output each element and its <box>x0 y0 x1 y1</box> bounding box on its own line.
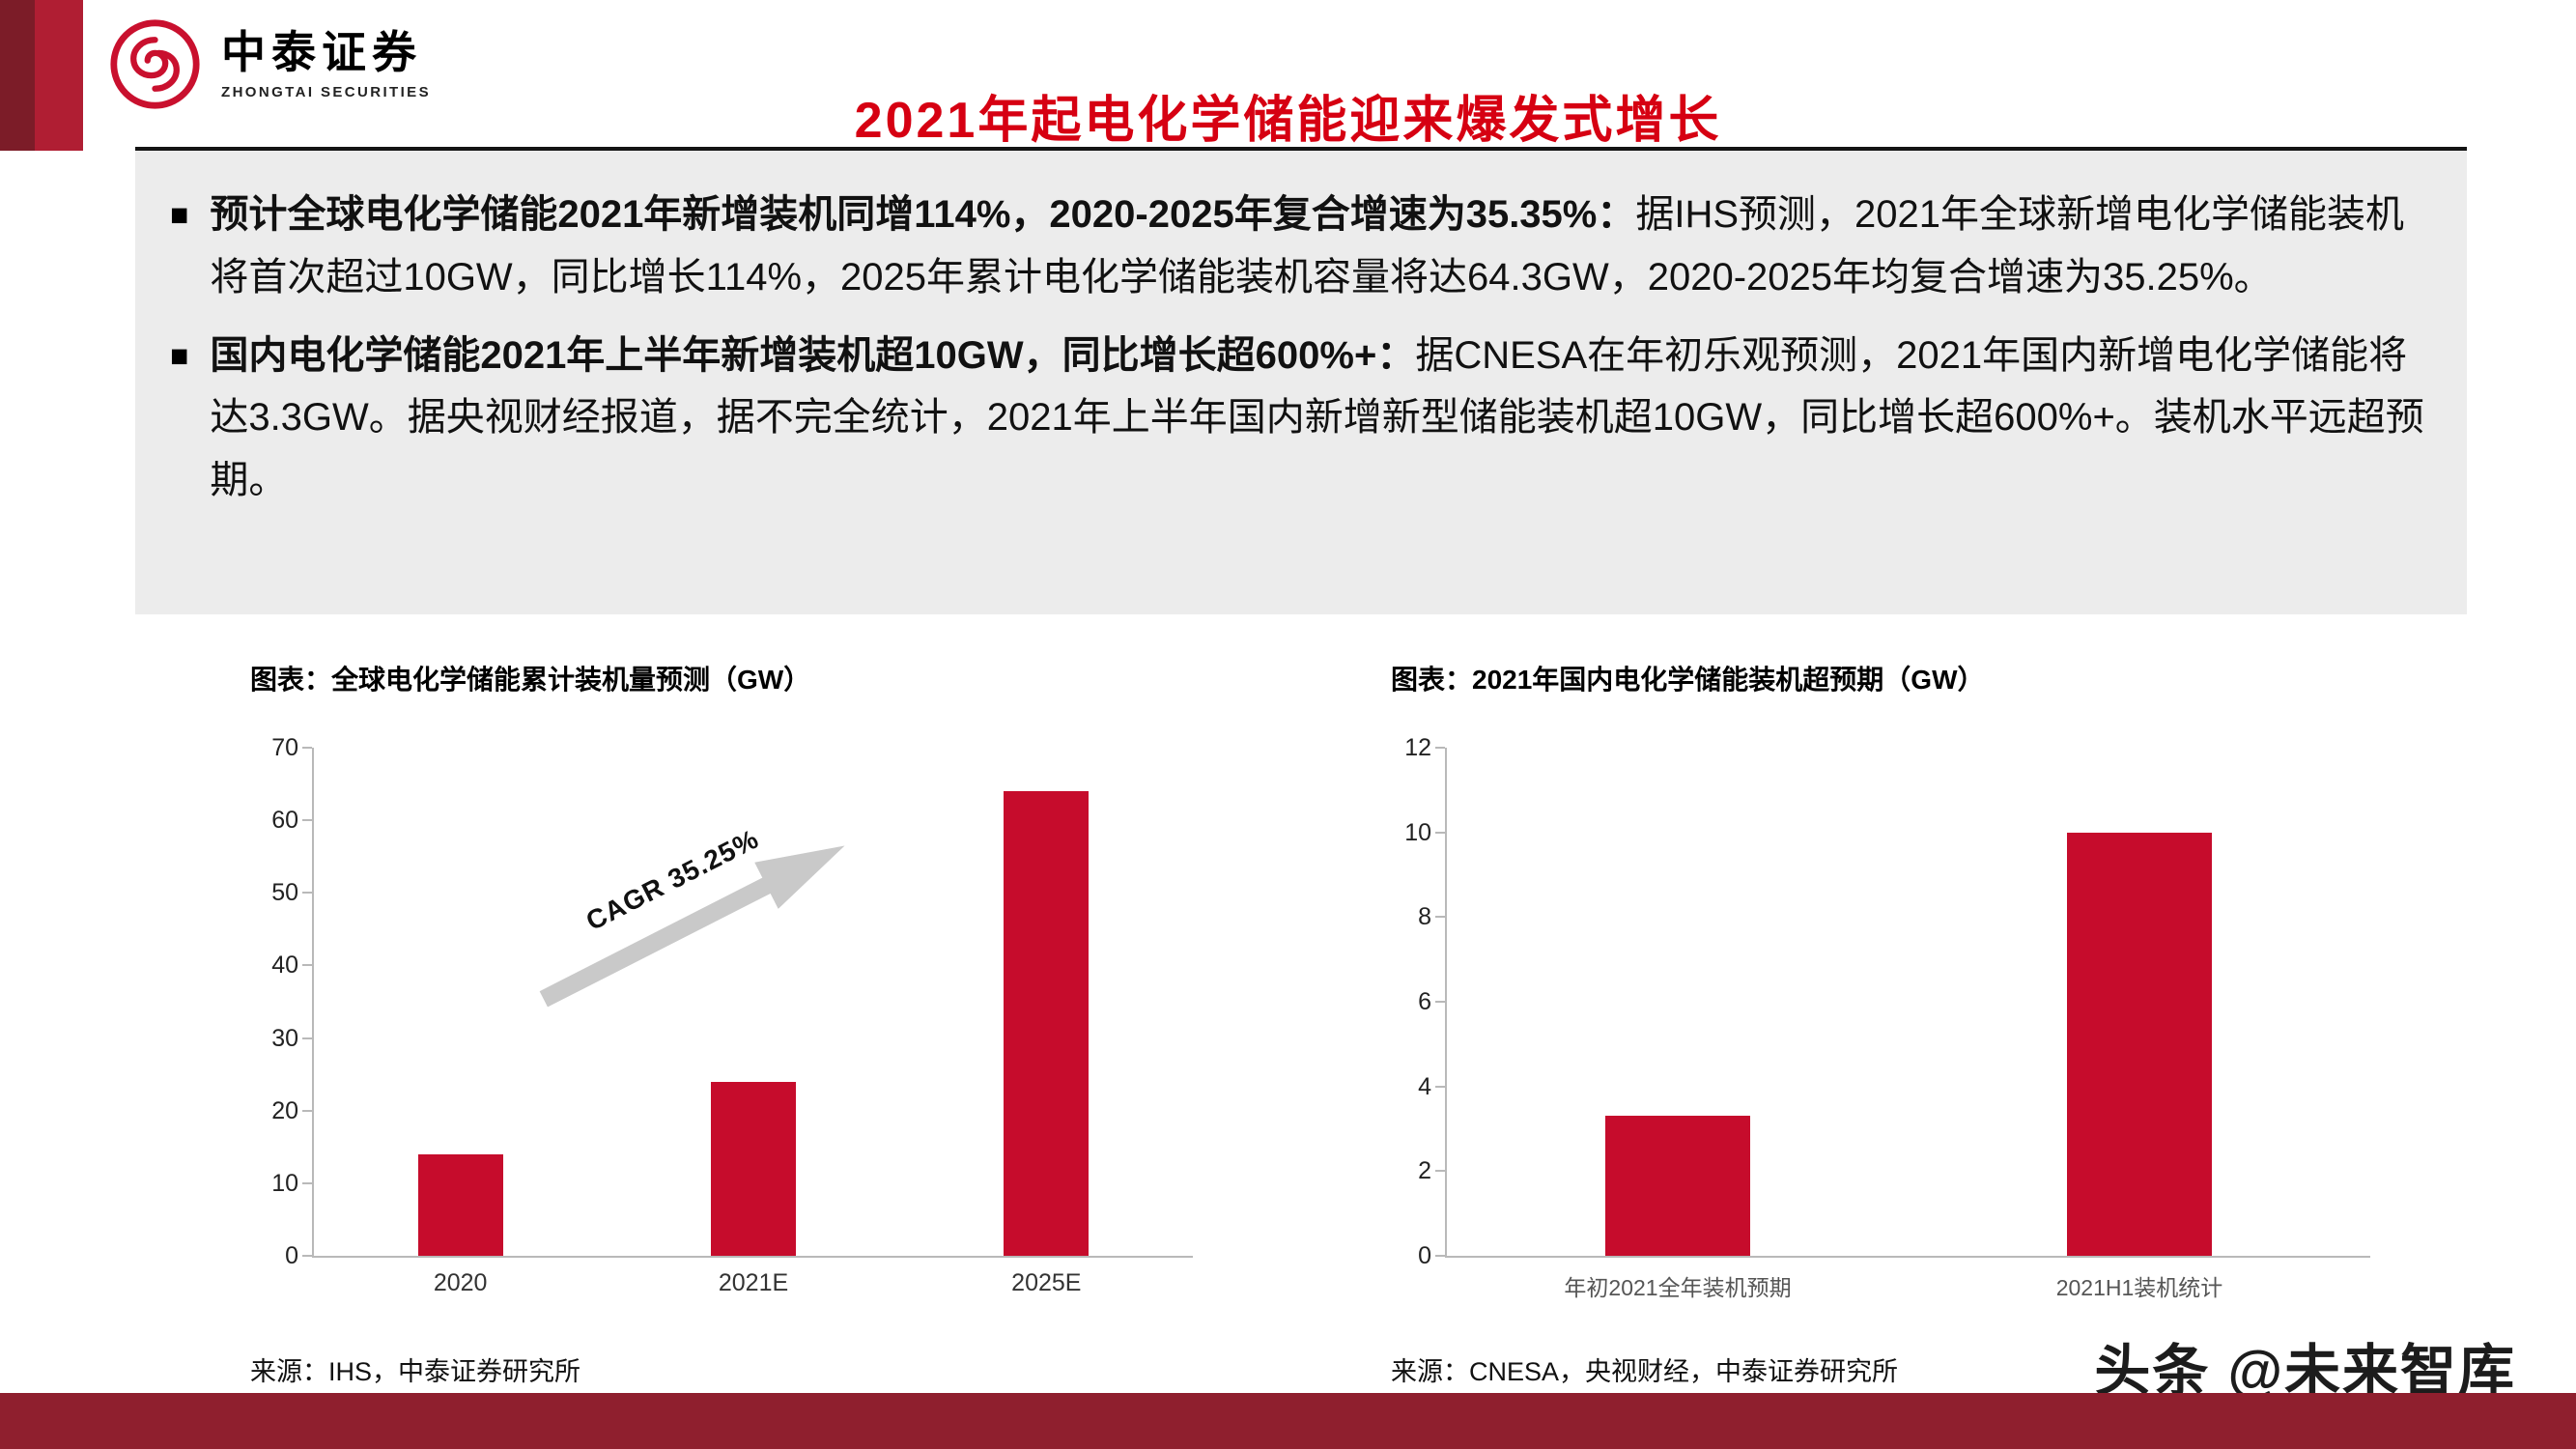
y-axis-tick-label: 70 <box>271 734 298 761</box>
corner-accent-block <box>0 0 83 151</box>
y-axis-tick-mark <box>1435 1085 1445 1088</box>
chart-source: 来源：IHS，中泰证券研究所 <box>250 1357 581 1386</box>
chart-bar <box>711 1081 796 1256</box>
logo-company-name: 中泰证券 <box>221 27 422 78</box>
y-axis-tick-label: 50 <box>271 879 298 907</box>
footer-bar <box>0 1393 2576 1449</box>
y-axis-tick-mark <box>302 747 312 749</box>
bullet-body: 据IHS预测，2021年全球新增电化学储能装机将首次超过10GW，同比增长114… <box>210 193 2405 298</box>
chart-global-storage-forecast: 图表：全球电化学储能累计装机量预测（GW） CAGR 35.25% 0 10 20 3… <box>250 659 1255 1388</box>
y-axis-tick-label: 8 <box>1418 903 1431 931</box>
chart-title: 图表：2021年国内电化学储能装机超预期（GW） <box>1391 665 1985 695</box>
bullet-text: 国内电化学储能2021年上半年新增装机超10GW，同比增长超600%+：据CNE… <box>210 325 2428 512</box>
logo-text: 中泰证券 ZHONGTAI SECURITIES <box>221 28 431 100</box>
chart-bar <box>417 1153 503 1256</box>
y-axis-tick-label: 40 <box>271 952 298 980</box>
logo-company-name-en: ZHONGTAI SECURITIES <box>221 83 431 100</box>
chart-bar <box>1605 1116 1750 1256</box>
y-axis-tick-mark <box>302 964 312 967</box>
y-axis-tick-label: 10 <box>1404 818 1431 846</box>
bullet-square-icon: ■ <box>170 337 189 373</box>
y-axis-tick-mark <box>302 1181 312 1184</box>
x-axis-category-label: 2020 <box>433 1269 488 1296</box>
y-axis-tick-label: 6 <box>1418 988 1431 1015</box>
y-axis-tick-mark <box>302 1109 312 1112</box>
bullet-lead: 国内电化学储能2021年上半年新增装机超10GW，同比增长超600%+： <box>210 333 1416 377</box>
y-axis-tick-mark <box>302 819 312 822</box>
y-axis-tick-label: 60 <box>271 807 298 835</box>
x-axis-category-label: 年初2021全年装机预期 <box>1564 1275 1792 1300</box>
zhongtai-logo-icon <box>110 19 200 109</box>
chart-bar <box>1004 791 1090 1256</box>
x-axis-category-label: 2025E <box>1011 1269 1082 1296</box>
y-axis-tick-mark <box>302 892 312 895</box>
y-axis-tick-mark <box>302 1037 312 1039</box>
y-axis-tick-mark <box>1435 831 1445 834</box>
y-axis-tick-mark <box>302 1255 312 1257</box>
y-axis-tick-label: 2 <box>1418 1157 1431 1185</box>
summary-box: ■ 预计全球电化学储能2021年新增装机同增114%，2020-2025年复合增… <box>135 147 2467 614</box>
cagr-annotation: CAGR 35.25% <box>515 790 857 1023</box>
bullet-lead: 预计全球电化学储能2021年新增装机同增114%，2020-2025年复合增速为… <box>210 193 1636 236</box>
chart-bar <box>2067 832 2212 1256</box>
y-axis-tick-label: 0 <box>1418 1242 1431 1269</box>
chart-source: 来源：CNESA，央视财经，中泰证券研究所 <box>1391 1357 1899 1386</box>
page-title: 2021年起电化学储能迎来爆发式增长 <box>854 93 1722 149</box>
chart-title: 图表：全球电化学储能累计装机量预测（GW） <box>250 665 811 695</box>
zhongtai-logo: 中泰证券 ZHONGTAI SECURITIES <box>108 17 431 111</box>
y-axis-tick-mark <box>1435 916 1445 919</box>
summary-bullet-2: ■ 国内电化学储能2021年上半年新增装机超10GW，同比增长超600%+：据C… <box>170 325 2428 512</box>
y-axis-tick-mark <box>1435 1170 1445 1173</box>
y-axis-tick-label: 20 <box>271 1096 298 1124</box>
bullet-text: 预计全球电化学储能2021年新增装机同增114%，2020-2025年复合增速为… <box>210 184 2428 309</box>
watermark: 头条 @未来智库 <box>2094 1340 2516 1403</box>
y-axis-tick-mark <box>1435 1255 1445 1257</box>
y-axis-tick-label: 10 <box>271 1169 298 1197</box>
bullet-square-icon: ■ <box>170 197 189 232</box>
x-axis-category-label: 2021E <box>718 1269 789 1296</box>
bullet-body: 据CNESA在年初乐观预测，2021年国内新增电化学储能将达3.3GW。据央视财… <box>210 333 2424 502</box>
y-axis-tick-label: 12 <box>1404 734 1431 761</box>
summary-bullet-1: ■ 预计全球电化学储能2021年新增装机同增114%，2020-2025年复合增… <box>170 184 2428 309</box>
y-axis-tick-mark <box>1435 1001 1445 1003</box>
y-axis-tick-label: 0 <box>285 1242 298 1269</box>
y-axis-tick-label: 30 <box>271 1024 298 1052</box>
chart-domestic-storage-2021: 图表：2021年国内电化学储能装机超预期（GW） 0 2 4 6 8 10 12 年初2021… <box>1391 659 2434 1388</box>
chart-plot-area: CAGR 35.25% 0 10 20 30 40 50 60 70 2020 2021E 2025… <box>271 735 1193 1296</box>
y-axis-tick-mark <box>1435 747 1445 749</box>
x-axis-category-label: 2021H1装机统计 <box>2055 1275 2223 1300</box>
chart-plot-area: 0 2 4 6 8 10 12 年初2021全年装机预期 2021H1装机统计 <box>1404 735 2370 1300</box>
y-axis-tick-label: 4 <box>1418 1072 1431 1100</box>
